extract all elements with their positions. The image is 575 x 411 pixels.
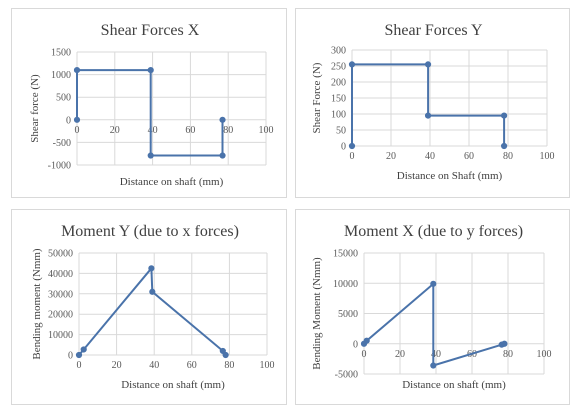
series-line [76, 69, 224, 157]
x-axis-label: Distance on shaft (mm) [402, 379, 506, 391]
x-tick-label: 60 [187, 360, 197, 371]
y-tick-label: 500 [56, 93, 71, 104]
data-point [219, 116, 226, 123]
y-tick-label: 150 [331, 94, 346, 105]
x-tick-label: 0 [350, 151, 355, 162]
data-point [148, 265, 155, 272]
y-tick-label: 0 [66, 115, 71, 126]
y-tick-label: 40000 [48, 269, 73, 280]
data-point [80, 346, 87, 353]
data-point [501, 142, 508, 150]
y-tick-label: 50000 [48, 249, 73, 260]
series-line [351, 63, 506, 146]
x-tick-label: 0 [362, 349, 367, 360]
data-point [147, 152, 154, 159]
chart-panel-moment-x: Moment X (due to y forces) -5000 0 5000 1000… [295, 209, 570, 405]
x-tick-label: 80 [224, 360, 234, 371]
x-tick-label: 80 [503, 151, 513, 162]
x-tick-label: 0 [77, 360, 82, 371]
y-tick-label: 1500 [51, 48, 71, 59]
x-tick-label: 80 [503, 349, 513, 360]
y-tick-label: 10000 [333, 279, 358, 290]
chart-title: Moment X (due to y forces) [344, 223, 523, 240]
data-point [73, 66, 81, 74]
chart-title: Shear Forces X [101, 22, 200, 39]
chart-panel-shear-y: Shear Forces Y 0 50 100 150 200 250 300 0 20 40 60 8… [295, 8, 570, 198]
x-tick-label: 20 [112, 360, 122, 371]
y-axis-label: Bending moment (Nmm) [31, 248, 43, 360]
x-tick-label: 40 [149, 360, 159, 371]
x-axis-label: Distance on shaft (mm) [120, 176, 224, 188]
y-tick-label: 0 [68, 351, 73, 362]
x-tick-label: 20 [110, 125, 120, 136]
y-tick-label: 1000 [51, 70, 71, 81]
data-point [147, 66, 154, 74]
data-point [149, 288, 156, 295]
y-tick-label: 5000 [338, 309, 358, 320]
chart-title: Shear Forces Y [384, 22, 482, 39]
y-tick-label: 30000 [48, 289, 73, 300]
x-tick-label: 20 [386, 151, 396, 162]
x-tick-label: 100 [540, 151, 555, 162]
y-tick-label: 100 [331, 110, 346, 121]
chart-svg: Moment Y (due to x forces) 0 10000 20000 300… [31, 223, 275, 391]
y-tick-label: -500 [53, 138, 71, 149]
x-tick-label: 100 [260, 360, 275, 371]
data-point [424, 112, 432, 119]
y-tick-label: 20000 [48, 310, 73, 321]
data-point [73, 116, 81, 123]
x-tick-label: 100 [537, 349, 552, 360]
x-tick-label: 0 [75, 125, 80, 136]
y-tick-label: 50 [336, 126, 346, 137]
data-point [219, 347, 226, 355]
data-point [222, 351, 229, 359]
data-point [348, 61, 356, 68]
x-tick-label: 80 [223, 125, 233, 136]
chart-panel-moment-y: Moment Y (due to x forces) 0 10000 20000 300… [11, 209, 287, 405]
y-axis-label: Shear Force (N) [311, 62, 323, 133]
x-tick-label: 100 [259, 125, 274, 136]
chart-title: Moment Y (due to x forces) [61, 223, 239, 240]
chart-svg: Shear Forces X -1000 -500 0 500 1000 1500 0 20 40… [29, 22, 274, 188]
data-point [75, 351, 83, 359]
y-tick-label: 0 [353, 339, 358, 350]
y-tick-label: 300 [331, 46, 346, 57]
y-tick-label: 250 [331, 62, 346, 73]
chart-svg: Moment X (due to y forces)-5000050001000… [311, 223, 552, 391]
data-point [430, 280, 437, 287]
y-tick-label: 15000 [333, 249, 358, 260]
x-tick-label: 20 [395, 349, 405, 360]
x-tick-label: 40 [431, 349, 441, 360]
chart-svg: Shear Forces Y 0 50 100 150 200 250 300 0 20 40 60 8… [311, 22, 555, 182]
y-tick-label: 10000 [48, 330, 73, 341]
x-tick-label: 40 [148, 125, 158, 136]
series-line [363, 281, 505, 367]
x-tick-label: 60 [185, 125, 195, 136]
x-tick-label: 60 [464, 151, 474, 162]
y-axis-label: Bending Moment (Nmm) [311, 257, 323, 370]
y-tick-label: -5000 [335, 370, 358, 381]
y-tick-label: 0 [341, 142, 346, 153]
y-tick-label: 200 [331, 78, 346, 89]
x-axis-label: Distance on shaft (mm) [121, 379, 225, 391]
data-point [424, 61, 432, 68]
series-line [78, 265, 227, 356]
chart-panel-shear-x: Shear Forces X -1000 -500 0 500 1000 1500 0 20 40… [11, 8, 287, 198]
data-point [219, 152, 226, 159]
data-point [501, 340, 508, 347]
x-axis-label: Distance on Shaft (mm) [397, 170, 503, 182]
y-axis-label: Shear force (N) [29, 74, 41, 143]
y-tick-label: -1000 [48, 161, 71, 172]
data-point [430, 362, 437, 369]
data-point [501, 112, 508, 119]
x-tick-label: 40 [425, 151, 435, 162]
data-point [363, 337, 370, 344]
data-point [348, 142, 356, 150]
